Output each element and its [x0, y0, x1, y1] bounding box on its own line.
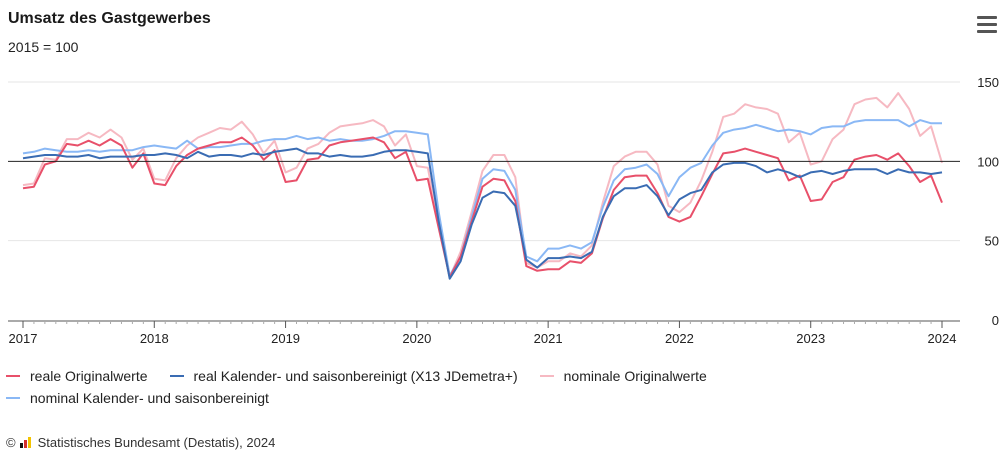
legend-label: nominal Kalender- und saisonbereinigt	[30, 390, 269, 406]
x-tick-label-2023: 2023	[796, 331, 825, 346]
x-tick-label-2021: 2021	[534, 331, 563, 346]
x-tick-label-2020: 2020	[402, 331, 431, 346]
y-tick-label-0: 0	[992, 313, 999, 328]
legend-item-nominale-originalwerte[interactable]: nominale Originalwerte	[539, 368, 707, 384]
x-tick-label-2024: 2024	[928, 331, 957, 346]
grid-lines	[8, 81, 960, 242]
series-line-0	[22, 136, 943, 279]
legend: reale Originalwerte real Kalender- und s…	[6, 365, 729, 409]
x-tick-label-2017: 2017	[9, 331, 38, 346]
x-tick-label-2018: 2018	[140, 331, 169, 346]
hamburger-menu-icon[interactable]	[977, 16, 997, 34]
source-text: Statistisches Bundesamt (Destatis), 2024	[37, 435, 276, 450]
x-axis: 2017 2018 2019 2020 2021 2022 2023 2024	[8, 320, 960, 346]
legend-label: real Kalender- und saisonbereinigt (X13 …	[193, 368, 518, 384]
legend-swatch	[539, 375, 554, 377]
x-tick-label-2022: 2022	[665, 331, 694, 346]
y-tick-label-150: 150	[977, 75, 999, 90]
legend-label: nominale Originalwerte	[563, 368, 707, 384]
legend-swatch	[6, 375, 20, 377]
series-line-2	[22, 92, 943, 279]
series-line-1	[22, 147, 943, 280]
legend-swatch	[169, 375, 184, 377]
y-tick-label-100: 100	[977, 154, 999, 169]
legend-item-reale-originalwerte[interactable]: reale Originalwerte	[6, 368, 148, 384]
y-axis-labels: 0 50 100 150	[977, 75, 999, 328]
destatis-logo-icon	[19, 437, 32, 448]
series-lines	[22, 92, 943, 280]
y-tick-label-50: 50	[985, 234, 999, 249]
legend-label: reale Originalwerte	[30, 368, 148, 384]
chart-title: Umsatz des Gastgewerbes	[8, 10, 211, 27]
chart-subtitle: 2015 = 100	[8, 39, 79, 55]
legend-item-nominal-bereinigt[interactable]: nominal Kalender- und saisonbereinigt	[6, 390, 269, 406]
x-tick-label-2019: 2019	[271, 331, 300, 346]
legend-item-real-bereinigt[interactable]: real Kalender- und saisonbereinigt (X13 …	[169, 368, 518, 384]
series-line-3	[22, 119, 942, 277]
copyright-symbol: ©	[6, 435, 16, 450]
source-credit: © Statistisches Bundesamt (Destatis), 20…	[6, 435, 275, 450]
legend-swatch	[6, 397, 20, 399]
